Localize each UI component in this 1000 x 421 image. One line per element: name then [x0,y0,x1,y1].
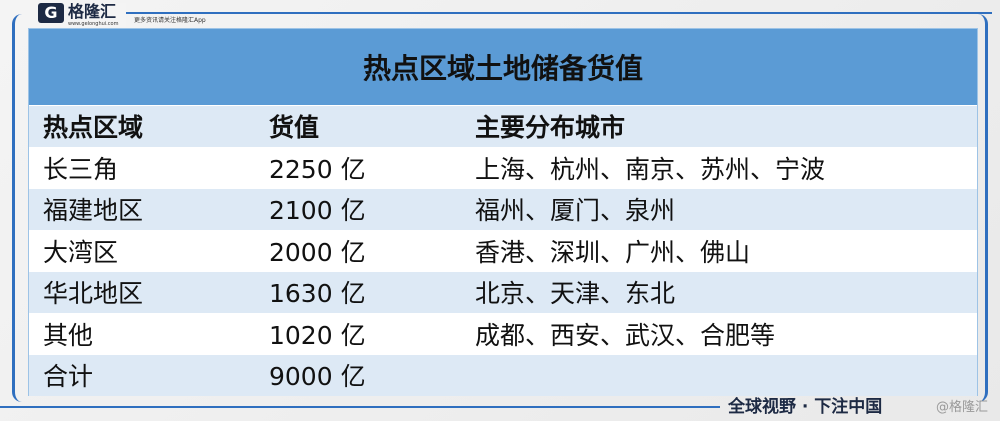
table-cell: 2100 亿 [269,196,366,226]
data-table: 热点区域土地储备货值 热点区域 货值 主要分布城市 长三角 2250 亿 上海、杭州… [28,28,978,396]
table-cell: 香港、深圳、广州、佛山 [475,237,751,267]
table-header: 热点区域 货值 主要分布城市 [29,105,977,147]
logo-url: www.gelonghui.com [68,21,119,27]
table-title: 热点区域土地储备货值 [29,29,977,105]
table-body: 长三角 2250 亿 上海、杭州、南京、苏州、宁波福建地区 2100 亿 福州、厦门、泉… [29,146,977,396]
table-row: 华北地区 1630 亿 北京、天津、东北 [29,271,977,313]
logo-icon: G [38,3,64,23]
table-row: 其他 1020 亿 成都、西安、武汉、合肥等 [29,312,977,354]
divider [126,12,992,14]
table-cell: 2250 亿 [269,154,366,184]
table-cell: 其他 [43,320,94,350]
header-cell: 货值 [269,113,320,143]
table-cell: 1630 亿 [269,279,366,309]
table-cell: 福建地区 [43,196,144,226]
table-cell: 1020 亿 [269,320,366,350]
table-cell: 成都、西安、武汉、合肥等 [475,320,776,350]
table-cell: 华北地区 [43,279,144,309]
table-cell: 大湾区 [43,237,119,267]
table-cell: 长三角 [43,154,119,184]
watermark: @格隆汇 [936,400,989,415]
table-row: 合计 9000 亿 [29,354,977,396]
table-cell: 北京、天津、东北 [475,279,676,309]
header-cell: 热点区域 [43,113,144,143]
frame [12,14,988,402]
header-cell: 主要分布城市 [475,113,626,143]
table-row: 长三角 2250 亿 上海、杭州、南京、苏州、宁波 [29,146,977,188]
table-cell: 福州、厦门、泉州 [475,196,676,226]
table-cell: 上海、杭州、南京、苏州、宁波 [475,154,826,184]
tagline: 更多资讯请关注格隆汇App [134,17,206,24]
table-cell: 9000 亿 [269,362,366,392]
logo: G 格隆汇 www.gelonghui.com [34,3,126,27]
table-cell: 2000 亿 [269,237,366,267]
footer-slogan: 全球视野 · 下注中国 [728,397,883,417]
table-cell: 合计 [43,362,94,392]
logo-name: 格隆汇 [68,2,117,21]
divider [0,406,720,408]
table-row: 大湾区 2000 亿 香港、深圳、广州、佛山 [29,229,977,271]
table-row: 福建地区 2100 亿 福州、厦门、泉州 [29,188,977,230]
